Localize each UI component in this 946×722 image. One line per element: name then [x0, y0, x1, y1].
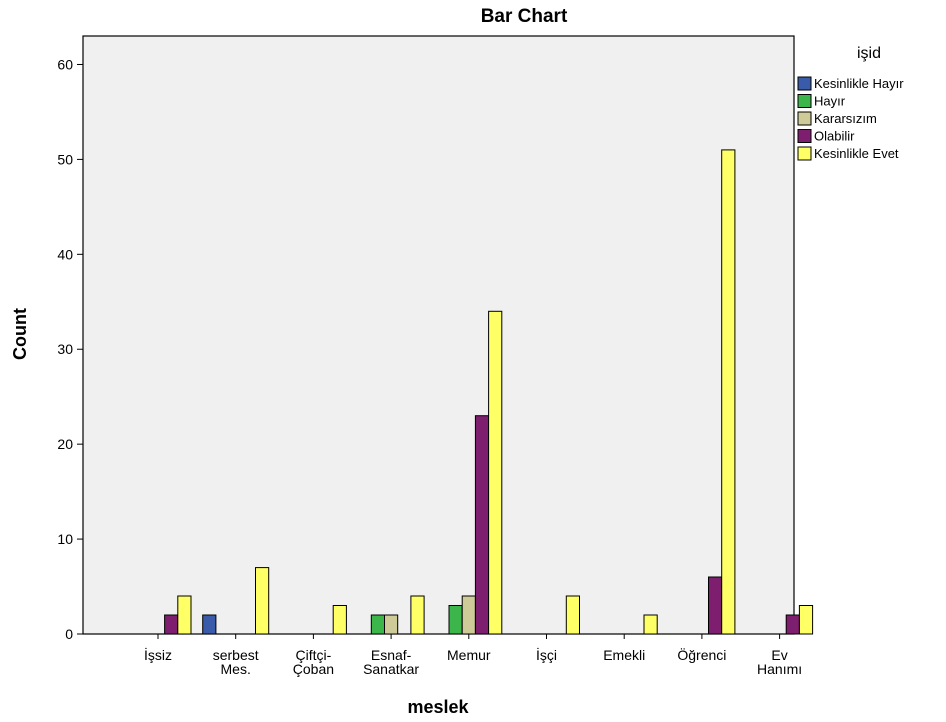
- bar: [798, 605, 814, 635]
- x-tick-label-line: İşsiz: [144, 646, 172, 663]
- x-tick-label-line: Çoban: [293, 661, 334, 677]
- bar: [488, 310, 503, 635]
- bar: [448, 605, 463, 635]
- y-axis-label: Count: [10, 308, 30, 360]
- bar: [332, 605, 347, 635]
- legend-swatch: [797, 146, 812, 161]
- x-tick-label: Ev Hanımı: [757, 647, 802, 677]
- x-tick-label: Öğrenci: [677, 646, 726, 663]
- bar: [370, 614, 385, 635]
- legend: işid Kesinlikle Hayır Hayır Kararsızım Olab…: [797, 45, 904, 161]
- x-tick-label: İşçi: [536, 646, 557, 663]
- x-tick-label: Memur: [447, 647, 491, 663]
- x-tick-label-line: Mes.: [221, 661, 251, 677]
- legend-title: işid: [857, 45, 881, 62]
- y-axis: 0 10 20 30 40 50 60: [57, 56, 83, 642]
- x-tick-label-line: Memur: [447, 647, 491, 663]
- legend-swatch: [797, 94, 812, 108]
- legend-entry: Kesinlikle Evet: [814, 146, 899, 161]
- bars-group: [164, 149, 814, 635]
- x-tick-label: Çiftçi-Çoban: [293, 647, 334, 677]
- x-tick-label-line: Öğrenci: [677, 646, 726, 663]
- bar: [785, 614, 800, 635]
- x-tick-label-line: serbest: [213, 647, 259, 663]
- x-tick-label: serbest Mes.: [213, 647, 259, 677]
- x-axis-label: meslek: [407, 697, 469, 717]
- plot-area: [82, 35, 795, 635]
- y-tick-label: 40: [57, 246, 73, 262]
- x-tick-label-line: İşçi: [536, 646, 557, 663]
- y-tick-label: 50: [57, 151, 73, 167]
- bar: [177, 595, 192, 635]
- bar: [721, 149, 736, 635]
- bar: [461, 595, 476, 635]
- x-tick-label: Emekli: [603, 647, 645, 663]
- y-tick-label: 10: [57, 531, 73, 547]
- bar: [708, 576, 723, 635]
- x-tick-label-line: Hanımı: [757, 661, 802, 677]
- legend-swatch: [797, 111, 812, 126]
- x-tick-label: İşsiz: [144, 646, 172, 663]
- legend-entry: Kararsızım: [814, 111, 877, 126]
- legend-entry: Kesinlikle Hayır: [814, 76, 904, 91]
- bar: [202, 614, 217, 635]
- x-axis: İşsiz serbest Mes. Çiftçi-Çoban Esnaf-Sanatk…: [144, 634, 802, 677]
- bar: [164, 614, 179, 635]
- bar: [255, 567, 270, 635]
- y-tick-label: 30: [57, 341, 73, 357]
- chart-title: Bar Chart: [481, 6, 568, 27]
- bar: [410, 595, 425, 635]
- legend-swatch: [797, 76, 812, 91]
- x-tick-label-line: Esnaf-: [371, 647, 412, 663]
- y-tick-label: 0: [65, 626, 73, 642]
- legend-entry: Olabilir: [814, 129, 855, 144]
- bar: [474, 415, 490, 635]
- y-tick-label: 60: [57, 56, 73, 72]
- x-tick-label-line: Çiftçi-: [296, 647, 332, 663]
- y-tick-label: 20: [57, 436, 73, 452]
- x-tick-label: Esnaf-Sanatkar: [363, 647, 419, 677]
- legend-entry: Hayır: [814, 94, 846, 109]
- bar: [384, 614, 399, 635]
- legend-swatch: [797, 129, 812, 143]
- bar: [565, 595, 580, 635]
- x-tick-label-line: Sanatkar: [363, 661, 419, 677]
- x-tick-label-line: Ev: [771, 647, 787, 663]
- x-tick-label-line: Emekli: [603, 647, 645, 663]
- bar: [643, 614, 658, 635]
